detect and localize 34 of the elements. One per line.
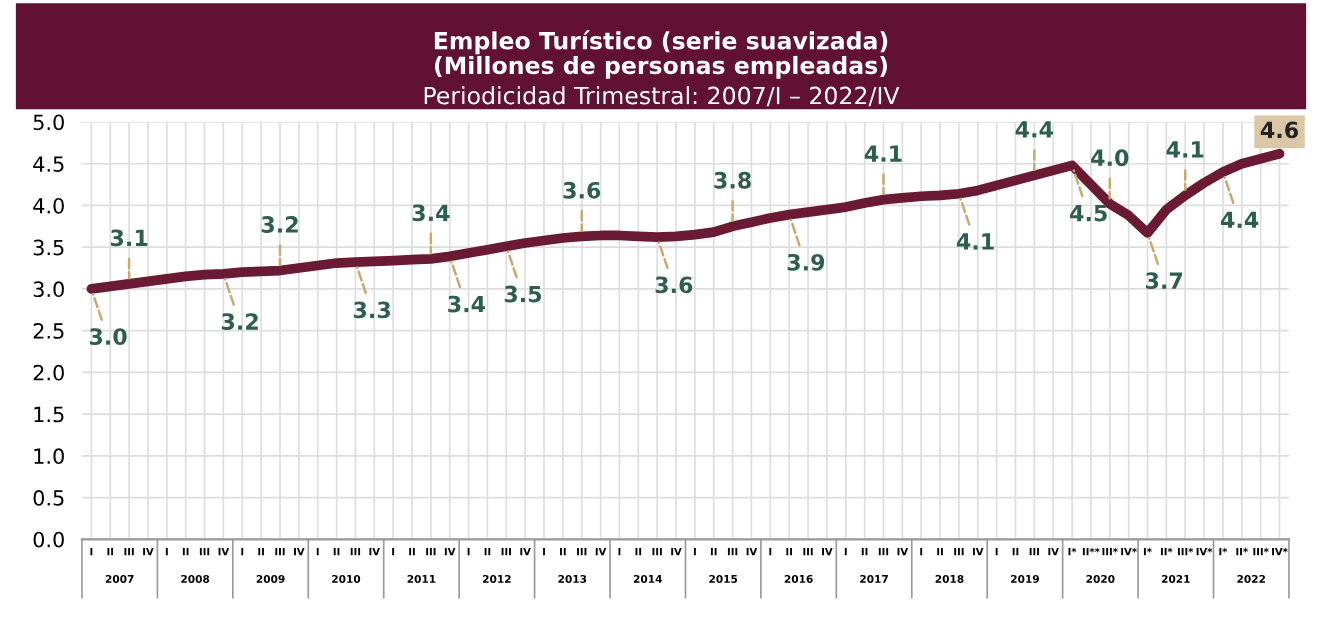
data-label: 3.1 bbox=[110, 229, 148, 247]
data-label: 3.0 bbox=[89, 328, 127, 345]
data-label: 4.1 bbox=[864, 145, 902, 162]
data-label: 4.4 bbox=[1220, 211, 1259, 228]
data-label: 4.0 bbox=[1091, 149, 1129, 167]
y-tick-label: 3.5 bbox=[33, 239, 64, 256]
y-tick-label: 3.0 bbox=[33, 281, 64, 298]
y-tick-label: 2.0 bbox=[33, 364, 64, 381]
data-label: 3.5 bbox=[504, 285, 542, 303]
data-label: 3.9 bbox=[787, 253, 825, 271]
data-label: 3.6 bbox=[563, 181, 601, 199]
data-label: 4.1 bbox=[1166, 141, 1204, 158]
data-label: 3.3 bbox=[353, 301, 390, 319]
y-tick-label: 4.5 bbox=[33, 156, 64, 172]
data-label: 3.2 bbox=[221, 313, 258, 330]
y-tick-label: 1.0 bbox=[34, 448, 64, 465]
data-label: 3.7 bbox=[1145, 272, 1183, 290]
y-tick-label: 5.0 bbox=[33, 114, 64, 131]
y-tick-label: 2.5 bbox=[33, 323, 64, 339]
chart-subtitle: Periodicidad Trimestral: 2007/I – 2022/IV bbox=[424, 86, 900, 107]
y-tick-label: 0.5 bbox=[33, 490, 64, 506]
data-label: 4.6 bbox=[1260, 121, 1299, 139]
y-tick-label: 0.0 bbox=[33, 531, 64, 548]
data-label: 4.5 bbox=[1070, 204, 1107, 222]
data-label: 4.4 bbox=[1015, 121, 1054, 138]
data-label: 3.4 bbox=[412, 204, 450, 222]
chart-title: Empleo Turístico (serie suavizada) (Millones de personas empleadas) bbox=[434, 30, 888, 79]
data-label: 3.4 bbox=[448, 295, 486, 313]
data-label: 3.2 bbox=[261, 216, 298, 233]
y-tick-label: 4.0 bbox=[33, 197, 64, 214]
data-label: 4.1 bbox=[956, 233, 994, 250]
y-tick-label: 1.5 bbox=[34, 406, 64, 423]
data-label: 3.8 bbox=[714, 171, 751, 189]
data-label: 3.6 bbox=[655, 276, 693, 294]
